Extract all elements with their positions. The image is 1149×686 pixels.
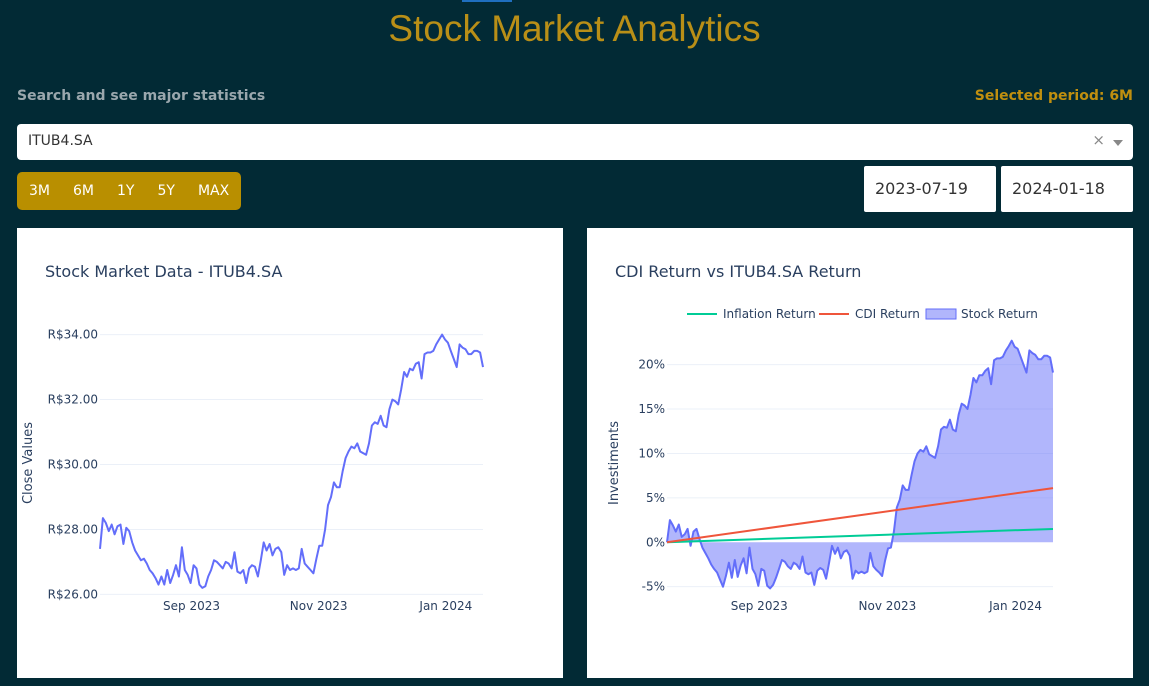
y-tick-label: R$32.00 xyxy=(48,393,98,407)
x-tick-label: Jan 2024 xyxy=(418,599,472,613)
return-chart-title: CDI Return vs ITUB4.SA Return xyxy=(615,262,862,281)
return-chart[interactable]: -5% 0% 5% 10% 15% 20% Sep 2023 Nov 2023 Jan 202… xyxy=(587,228,1133,678)
return-chart-panel: CDI Return vs ITUB4.SA Return -5% 0% 5% 10%… xyxy=(587,228,1133,678)
close-values-line xyxy=(99,333,484,589)
stock-chart-y-axis-label: Close Values xyxy=(21,422,36,504)
stock-chart-gridlines xyxy=(100,334,483,595)
legend-label-stock[interactable]: Stock Return xyxy=(961,307,1038,321)
period-button-group: 3M 6M 1Y 5Y MAX xyxy=(17,172,241,210)
start-date-input[interactable]: 2023-07-19 xyxy=(864,166,996,212)
chevron-down-icon[interactable] xyxy=(1113,140,1123,146)
y-tick-label: R$34.00 xyxy=(48,328,98,342)
y-tick-label: R$28.00 xyxy=(48,522,98,536)
stock-chart[interactable]: R$26.00 R$28.00 R$30.00 R$32.00 R$34.00 Sep … xyxy=(17,228,563,678)
x-tick-label: Nov 2023 xyxy=(290,599,348,613)
return-chart-x-ticks: Sep 2023 Nov 2023 Jan 2024 xyxy=(731,599,1042,613)
stock-chart-panel: Stock Market Data - ITUB4.SA R$26.00 R$28… xyxy=(17,228,563,678)
clear-icon[interactable]: × xyxy=(1092,131,1105,149)
stock-chart-title: Stock Market Data - ITUB4.SA xyxy=(45,262,283,281)
return-chart-y-axis-label: Investiments xyxy=(607,421,622,505)
y-tick-label: 20% xyxy=(638,358,665,372)
end-date-input[interactable]: 2024-01-18 xyxy=(1001,166,1133,212)
stock-return-line xyxy=(666,339,1054,590)
inflation-return-line xyxy=(666,527,1054,544)
return-chart-y-ticks: -5% 0% 5% 10% 15% 20% xyxy=(638,358,665,594)
y-tick-label: 10% xyxy=(638,446,665,460)
legend-label-inflation[interactable]: Inflation Return xyxy=(723,307,816,321)
selected-period-label: Selected period: 6M xyxy=(974,88,1133,104)
ticker-select[interactable]: ITUB4.SA × xyxy=(17,124,1133,160)
stock-chart-series xyxy=(99,333,484,589)
legend-swatch-stock xyxy=(925,308,957,320)
x-tick-label: Sep 2023 xyxy=(731,599,788,613)
y-tick-label: 0% xyxy=(646,535,665,549)
stock-chart-x-ticks: Sep 2023 Nov 2023 Jan 2024 xyxy=(163,599,472,613)
period-button-6m[interactable]: 6M xyxy=(73,183,94,199)
y-tick-label: 15% xyxy=(638,402,665,416)
page-title: Stock Market Analytics xyxy=(388,8,761,49)
period-button-5y[interactable]: 5Y xyxy=(157,183,175,199)
stock-chart-y-ticks: R$26.00 R$28.00 R$30.00 R$32.00 R$34.00 xyxy=(48,328,98,602)
period-button-1y[interactable]: 1Y xyxy=(117,183,135,199)
ticker-select-value: ITUB4.SA xyxy=(28,133,93,149)
y-tick-label: R$30.00 xyxy=(48,458,98,472)
y-tick-label: 5% xyxy=(646,491,665,505)
x-tick-label: Jan 2024 xyxy=(988,599,1042,613)
stock-return-area xyxy=(667,340,1053,589)
return-chart-legend: Inflation Return CDI Return Stock Return xyxy=(687,307,1038,321)
return-chart-series xyxy=(666,339,1054,590)
period-button-max[interactable]: MAX xyxy=(197,183,230,199)
x-tick-label: Nov 2023 xyxy=(859,599,917,613)
period-button-3m[interactable]: 3M xyxy=(29,183,50,199)
x-tick-label: Sep 2023 xyxy=(163,599,220,613)
cdi-return-line xyxy=(666,487,1054,544)
search-label: Search and see major statistics xyxy=(17,88,266,104)
legend-label-cdi[interactable]: CDI Return xyxy=(855,307,920,321)
top-accent-bar xyxy=(462,0,512,2)
y-tick-label: R$26.00 xyxy=(48,587,98,601)
y-tick-label: -5% xyxy=(642,580,665,594)
